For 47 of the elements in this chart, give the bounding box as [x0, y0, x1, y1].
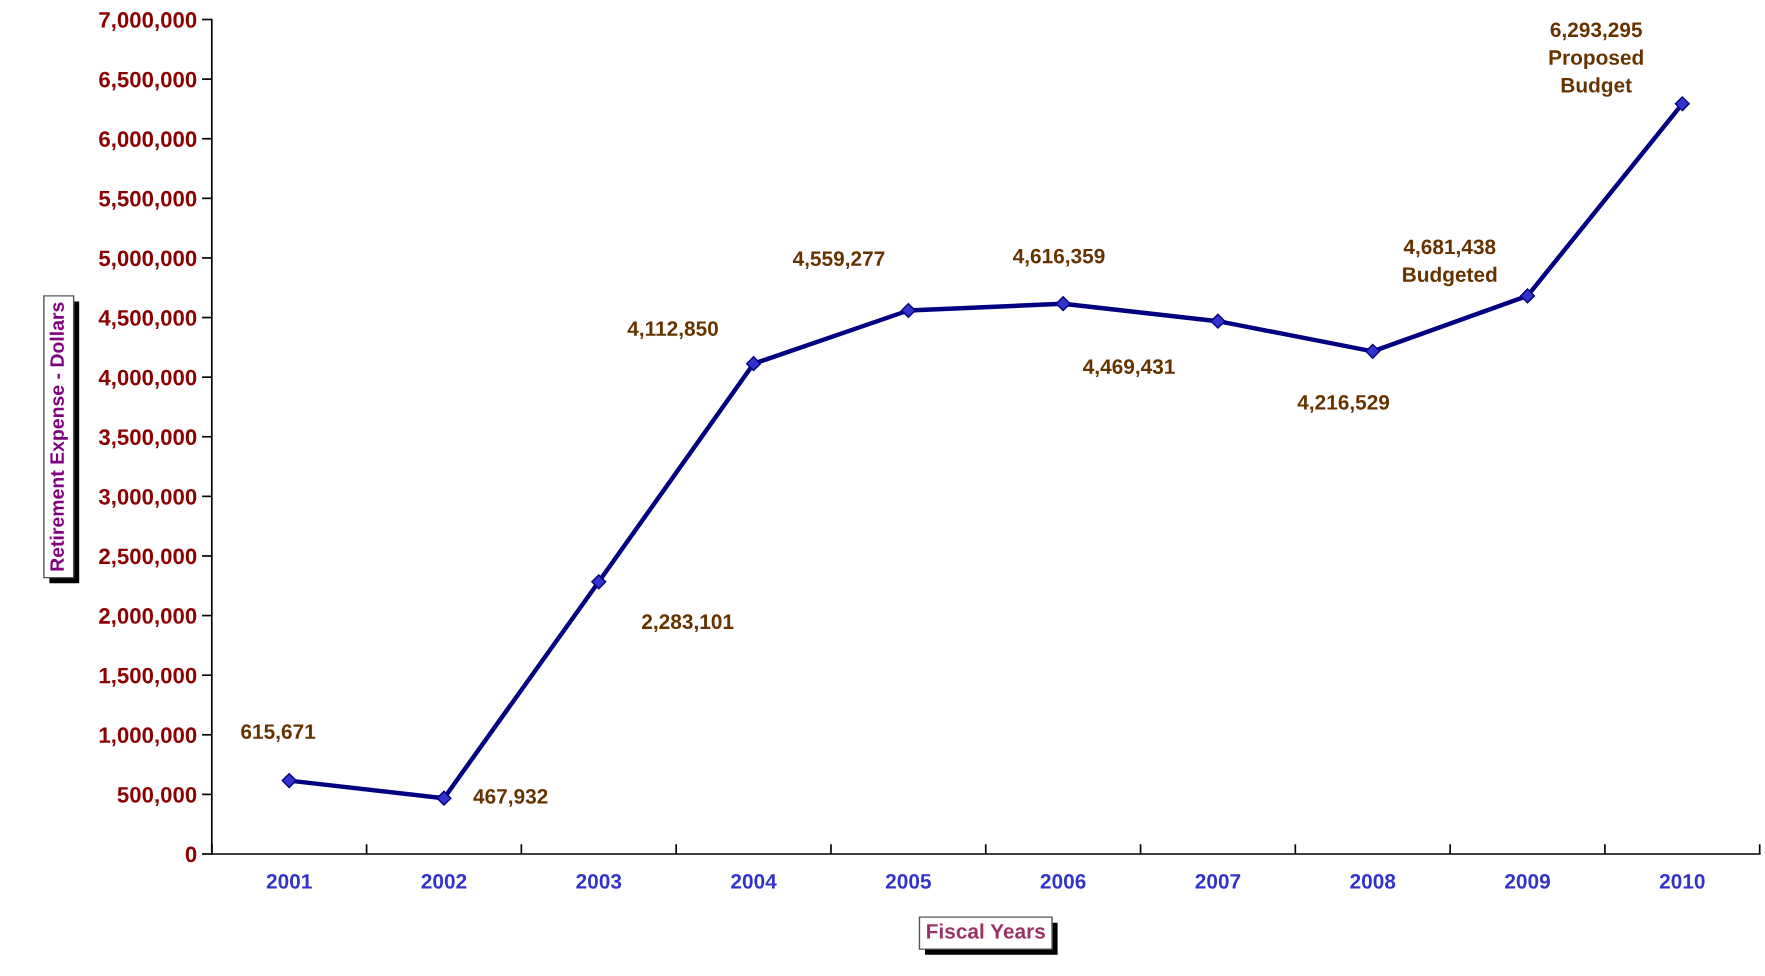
data-label: 2,283,101	[642, 614, 734, 633]
y-tick-label: 3,000,000	[98, 488, 197, 508]
data-label: 4,681,438 Budgeted	[1403, 239, 1497, 287]
x-tick-label: 2003	[576, 873, 622, 889]
y-axis-title: Retirement Expense - Dollars	[49, 302, 68, 571]
point	[591, 574, 607, 590]
point	[1055, 296, 1071, 312]
point	[745, 356, 762, 372]
point	[900, 302, 916, 319]
point	[1519, 288, 1536, 304]
point	[1674, 96, 1690, 112]
point	[281, 773, 297, 789]
y-tick-label: 500,000	[117, 786, 197, 806]
y-tick-label: 3,500,000	[98, 429, 197, 449]
x-tick-label: 2008	[1350, 873, 1396, 889]
y-tick-label: 1,500,000	[99, 667, 197, 687]
point	[436, 790, 452, 806]
x-tick-label: 2001	[266, 873, 312, 889]
point	[1365, 343, 1381, 359]
data-label: 4,216,529	[1297, 394, 1390, 413]
y-tick-label: 4,000,000	[98, 369, 197, 389]
y-tick-label: 6,500,000	[99, 71, 197, 91]
point	[1210, 313, 1226, 329]
x-tick-label: 2005	[885, 873, 931, 889]
y-tick-label: 0	[185, 846, 197, 863]
y-tick-label: 5,500,000	[99, 190, 197, 210]
x-tick-label: 2009	[1505, 873, 1550, 889]
y-tick-label: 2,500,000	[99, 548, 197, 568]
y-tick-label: 6,000,000	[99, 131, 197, 151]
x-tick-label: 2010	[1659, 873, 1705, 889]
y-tick-label: 2,000,000	[99, 608, 197, 628]
data-label: 6,293,295 Proposed Budget	[1549, 22, 1643, 97]
y-tick-label: 1,000,000	[99, 727, 197, 747]
y-tick-label: 5,000,000	[99, 250, 197, 270]
data-label: 4,559,277	[792, 251, 885, 270]
data-label: 467,932	[473, 789, 548, 807]
x-tick-label: 2007	[1195, 873, 1241, 889]
x-tick-label: 2004	[731, 873, 777, 889]
y-tick-label: 7,000,000	[99, 12, 197, 32]
x-tick-label: 2006	[1040, 873, 1086, 889]
data-label: 4,469,431	[1083, 359, 1175, 378]
data-label: 615,671	[241, 724, 316, 742]
x-axis-title: Fiscal Years	[927, 923, 1045, 939]
data-label: 4,616,359	[1012, 248, 1105, 267]
x-tick-label: 2002	[421, 873, 467, 889]
y-tick-label: 4,500,000	[98, 310, 197, 330]
data-label: 4,112,850	[627, 321, 718, 339]
